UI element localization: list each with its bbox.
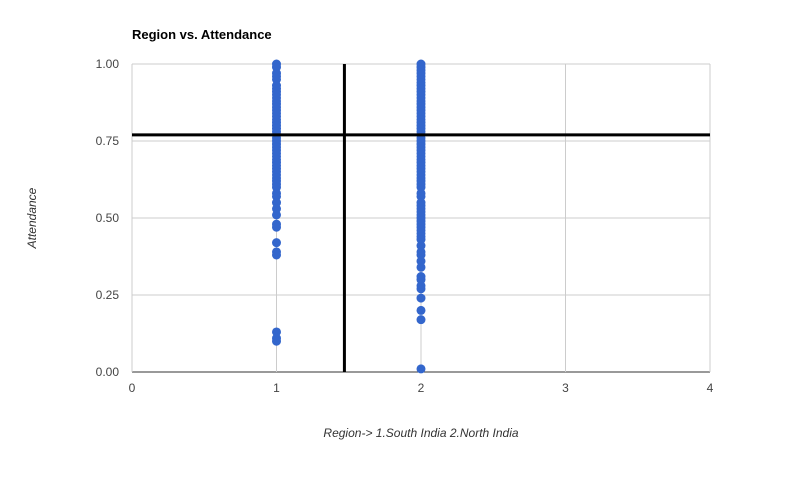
- data-point: [416, 275, 426, 285]
- data-point: [416, 191, 426, 201]
- y-axis-title: Attendance: [25, 187, 39, 249]
- data-points: [272, 59, 426, 374]
- x-axis-title: Region-> 1.South India 2.North India: [323, 426, 518, 440]
- data-point: [272, 62, 281, 72]
- y-tick-label: 0.25: [96, 288, 120, 302]
- data-point: [272, 210, 281, 220]
- data-point: [272, 327, 281, 337]
- x-tick-label: 1: [273, 381, 280, 395]
- data-point: [416, 364, 426, 374]
- data-point: [272, 182, 281, 192]
- data-point: [416, 241, 426, 251]
- y-tick-label: 0.00: [96, 365, 120, 379]
- x-tick-label: 2: [418, 381, 425, 395]
- x-tick-label: 0: [129, 381, 136, 395]
- chart-title: Region vs. Attendance: [132, 27, 272, 42]
- data-point: [416, 305, 426, 315]
- x-tick-label: 4: [707, 381, 714, 395]
- data-point: [416, 284, 426, 294]
- x-tick-label: 3: [562, 381, 569, 395]
- data-point: [272, 191, 281, 201]
- tick-labels: 0.00 0.25 0.50 0.75 1.00 0 1 2 3 4: [96, 57, 714, 395]
- data-point: [416, 256, 426, 266]
- data-point: [416, 250, 426, 260]
- data-point: [272, 238, 281, 248]
- data-point: [272, 250, 281, 260]
- data-point: [416, 182, 426, 192]
- data-point: [272, 336, 281, 346]
- data-point: [416, 235, 426, 245]
- data-point: [272, 198, 281, 208]
- reference-lines: [132, 64, 710, 372]
- y-tick-label: 0.50: [96, 211, 120, 225]
- data-point: [416, 315, 426, 325]
- data-point: [416, 262, 426, 272]
- data-point: [272, 204, 281, 214]
- data-point: [272, 222, 281, 232]
- y-tick-label: 0.75: [96, 134, 120, 148]
- y-tick-label: 1.00: [96, 57, 120, 71]
- data-point: [272, 74, 281, 84]
- data-point: [416, 293, 426, 303]
